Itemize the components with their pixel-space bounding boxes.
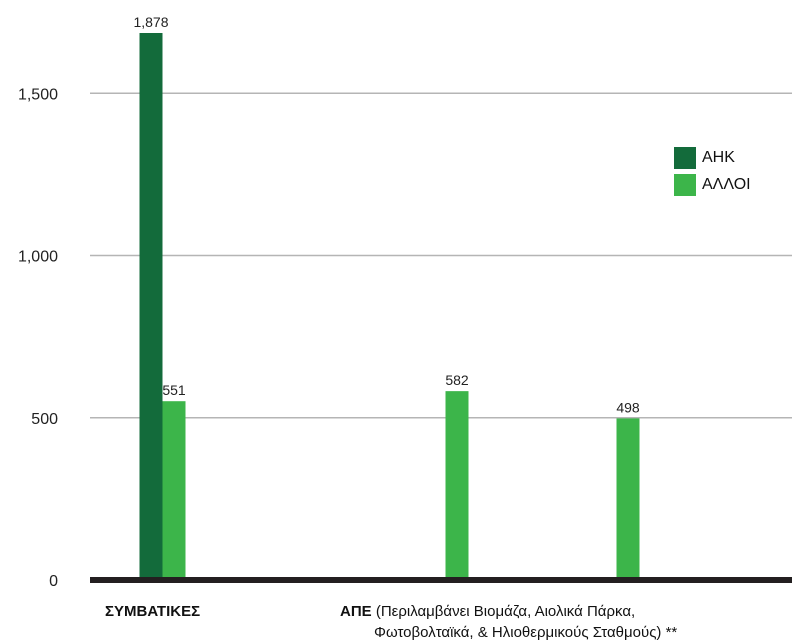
y-tick-label: 500 [31,411,58,428]
data-label: 551 [162,382,186,398]
data-label: 1,878 [133,14,168,30]
bar [139,33,163,580]
legend-swatch-ahk [674,146,696,169]
bars [139,33,640,580]
x-axis-baseline [90,577,792,583]
legend-item-alloi: ΑΛΛΟΙ [674,171,751,198]
legend-label-alloi: ΑΛΛΟΙ [702,175,751,193]
bar [616,418,640,580]
x-category-label-symvatikes: ΣΥΜΒΑΤΙΚΕΣ [105,601,200,622]
y-tick-label: 0 [49,573,58,590]
x-category-label-rest: (Περιλαμβάνει Βιομάζα, Αιολικά Πάρκα, [371,603,636,620]
legend-item-ahk: ΑΗΚ [674,144,751,171]
x-category-label-bold: ΣΥΜΒΑΤΙΚΕΣ [105,603,201,620]
legend-swatch-alloi [674,173,696,196]
bar [445,391,469,580]
legend: ΑΗΚ ΑΛΛΟΙ [674,144,751,198]
grid-lines [90,92,792,419]
y-tick-label: 1,000 [18,249,58,266]
x-category-label-bold: ΑΠΕ [340,603,372,620]
y-axis-ticks: 0 500 1,000 1,500 [18,86,58,590]
y-tick-label: 1,500 [18,86,58,103]
x-category-label-line2: Φωτοβολταϊκά, & Ηλιοθερμικούς Σταθμούς) … [374,624,678,641]
data-label: 498 [616,399,640,415]
bar [162,401,186,580]
data-labels: 1,878 551 582 498 [133,14,639,415]
legend-label-ahk: ΑΗΚ [702,148,735,166]
x-category-label-ape: ΑΠΕ (Περιλαμβάνει Βιομάζα, Αιολικά Πάρκα… [340,601,790,643]
data-label: 582 [445,372,469,388]
